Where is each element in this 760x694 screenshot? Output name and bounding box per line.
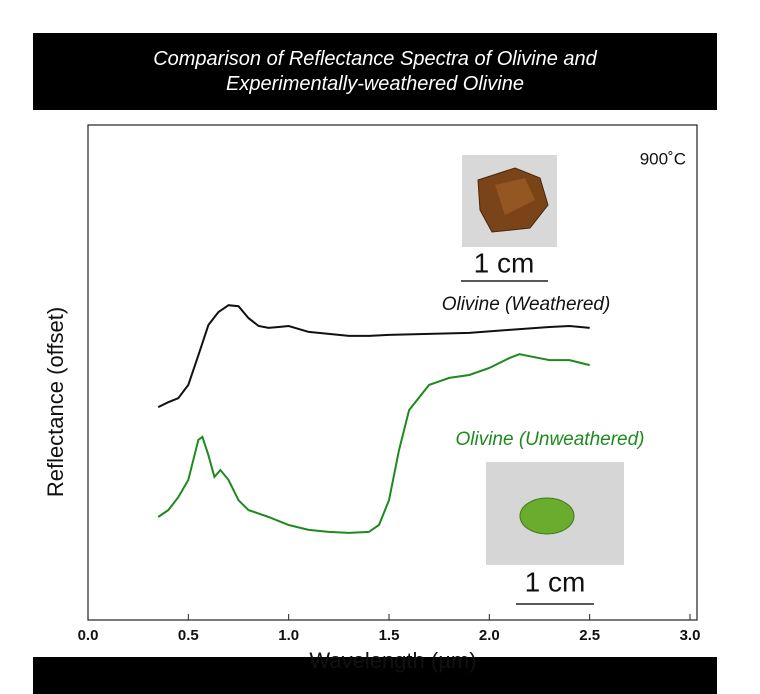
series-label: Olivine (Weathered) [442, 294, 611, 315]
x-tick-label: 2.5 [579, 627, 600, 644]
y-axis-label: Reflectance (offset) [43, 307, 68, 497]
title-banner: Comparison of Reflectance Spectra of Oli… [33, 33, 717, 110]
x-tick-label: 0.0 [78, 627, 99, 644]
x-tick-label: 2.0 [479, 627, 500, 644]
x-tick-label: 0.5 [178, 627, 199, 644]
scale-label: 1 cm [474, 247, 535, 278]
x-axis-label: Wavelength (µm) [309, 648, 476, 673]
x-tick-label: 1.5 [379, 627, 400, 644]
scale-label: 1 cm [525, 566, 586, 597]
unweathered-sample [520, 498, 574, 534]
page: 1 cm 1 cm 900˚C Wavelength (µm) Reflecta… [0, 0, 760, 694]
annotation: 900˚C [640, 149, 686, 168]
x-tick-label: 1.0 [278, 627, 299, 644]
x-tick-label: 3.0 [680, 627, 701, 644]
chart-title: Comparison of Reflectance Spectra of Oli… [140, 47, 610, 97]
series-label: Olivine (Unweathered) [455, 429, 644, 450]
panel [33, 110, 717, 657]
